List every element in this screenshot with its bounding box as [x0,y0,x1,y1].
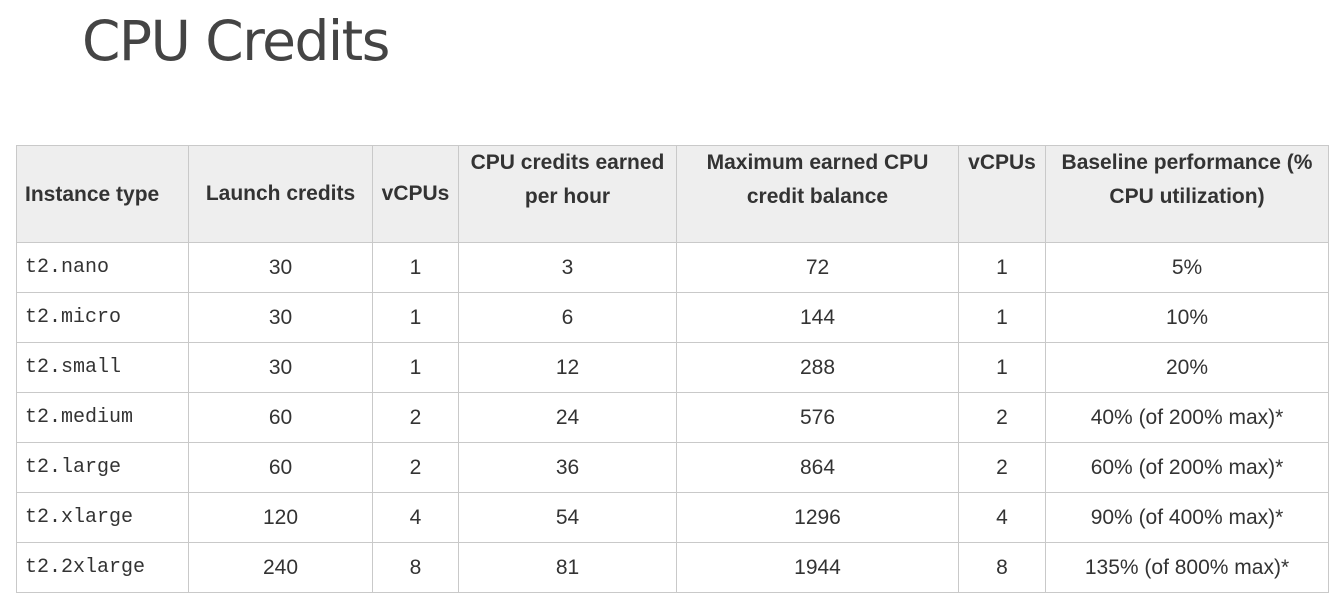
cell-launch-credits: 30 [188,242,373,293]
cell-baseline-performance: 40% (of 200% max)* [1045,392,1329,443]
cell-max-credit-balance: 72 [676,242,959,293]
table-row: t2.xlarge 120 4 54 1296 4 90% (of 400% max)* [16,492,1329,543]
cell-vcpus-2: 1 [958,242,1046,293]
cell-baseline-performance: 20% [1045,342,1329,393]
cell-launch-credits: 30 [188,342,373,393]
cell-launch-credits: 60 [188,392,373,443]
cell-instance-type: t2.nano [16,242,189,293]
cell-credits-per-hour: 81 [458,542,677,593]
header-vcpus-2: vCPUs [958,145,1046,243]
header-baseline-performance: Baseline performance (% CPU utilization) [1045,145,1329,243]
cell-vcpus-2: 1 [958,342,1046,393]
cell-credits-per-hour: 12 [458,342,677,393]
cell-vcpus: 1 [372,342,459,393]
cell-vcpus: 8 [372,542,459,593]
table-row: t2.medium 60 2 24 576 2 40% (of 200% max)* [16,392,1329,443]
cell-instance-type: t2.large [16,442,189,493]
table-row: t2.large 60 2 36 864 2 60% (of 200% max)* [16,442,1329,493]
cell-vcpus: 4 [372,492,459,543]
table-row: t2.small 30 1 12 288 1 20% [16,342,1329,393]
cell-vcpus-2: 8 [958,542,1046,593]
cell-instance-type: t2.2xlarge [16,542,189,593]
cell-vcpus-2: 2 [958,442,1046,493]
cell-baseline-performance: 60% (of 200% max)* [1045,442,1329,493]
cell-credits-per-hour: 24 [458,392,677,443]
cell-instance-type: t2.micro [16,292,189,343]
table-row: t2.2xlarge 240 8 81 1944 8 135% (of 800% max)* [16,542,1329,593]
header-max-credit-balance: Maximum earned CPU credit balance [676,145,959,243]
cell-max-credit-balance: 144 [676,292,959,343]
cell-vcpus: 1 [372,242,459,293]
cell-instance-type: t2.xlarge [16,492,189,543]
cell-max-credit-balance: 1944 [676,542,959,593]
cell-vcpus: 1 [372,292,459,343]
cell-vcpus: 2 [372,442,459,493]
cell-vcpus-2: 4 [958,492,1046,543]
cell-instance-type: t2.small [16,342,189,393]
cell-launch-credits: 60 [188,442,373,493]
cell-credits-per-hour: 6 [458,292,677,343]
cell-instance-type: t2.medium [16,392,189,443]
cell-baseline-performance: 135% (of 800% max)* [1045,542,1329,593]
header-instance-type: Instance type [16,145,189,243]
header-vcpus: vCPUs [372,145,459,243]
cell-vcpus: 2 [372,392,459,443]
cell-max-credit-balance: 576 [676,392,959,443]
cell-launch-credits: 30 [188,292,373,343]
cell-credits-per-hour: 54 [458,492,677,543]
table-body: t2.nano 30 1 3 72 1 5% t2.micro 30 1 6 144 1 10% t2.sm… [16,242,1329,593]
table-row: t2.nano 30 1 3 72 1 5% [16,242,1329,293]
table-header-row: Instance type Launch credits vCPUs CPU c… [16,145,1329,243]
cell-baseline-performance: 90% (of 400% max)* [1045,492,1329,543]
cell-credits-per-hour: 36 [458,442,677,493]
cell-credits-per-hour: 3 [458,242,677,293]
cpu-credits-table: Instance type Launch credits vCPUs CPU c… [16,145,1329,593]
cell-max-credit-balance: 864 [676,442,959,493]
cell-vcpus-2: 2 [958,392,1046,443]
page-title: CPU Credits [82,9,390,73]
table-row: t2.micro 30 1 6 144 1 10% [16,292,1329,343]
cell-baseline-performance: 5% [1045,242,1329,293]
cell-launch-credits: 120 [188,492,373,543]
cell-launch-credits: 240 [188,542,373,593]
cell-max-credit-balance: 288 [676,342,959,393]
cell-max-credit-balance: 1296 [676,492,959,543]
cell-vcpus-2: 1 [958,292,1046,343]
cell-baseline-performance: 10% [1045,292,1329,343]
header-launch-credits: Launch credits [188,145,373,243]
header-credits-per-hour: CPU credits earned per hour [458,145,677,243]
